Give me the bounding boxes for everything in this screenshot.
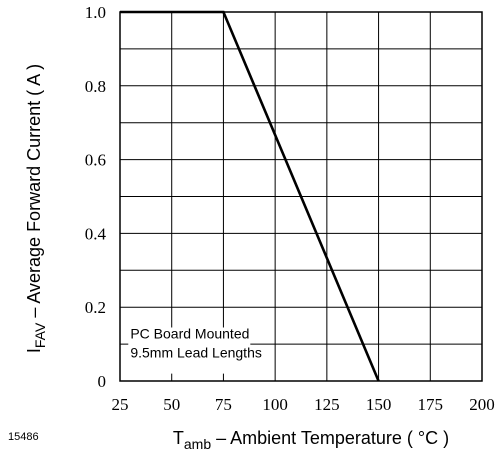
x-tick-label: 150 — [366, 395, 392, 414]
x-tick-label: 200 — [469, 395, 495, 414]
y-tick-label: 0.8 — [85, 77, 106, 96]
y-tick-label: 0 — [98, 372, 107, 391]
annotation-line: PC Board Mounted — [130, 326, 249, 342]
x-tick-label: 50 — [163, 395, 180, 414]
plot-border — [119, 11, 483, 382]
y-tick-label: 0.6 — [85, 151, 106, 170]
figure-number: 15486 — [8, 431, 39, 443]
y-tick-label: 0.2 — [85, 298, 106, 317]
y-tick-label: 1.0 — [85, 3, 106, 22]
x-tick-label: 125 — [314, 395, 340, 414]
y-tick-label: 0.4 — [85, 224, 107, 243]
y-axis-label: IFAV – Average Forward Current ( A ) — [24, 64, 48, 353]
x-tick-label: 175 — [418, 395, 444, 414]
annotation: PC Board Mounted 9.5mm Lead Lengths — [128, 326, 262, 374]
x-tick-label: 25 — [112, 395, 129, 414]
annotation-box — [128, 327, 251, 374]
labels: 25 50 75 100 125 150 175 200 0 0.2 0.4 0.6 0.8 1.0 Tam… — [8, 3, 495, 452]
x-axis-label: Tamb – Ambient Temperature ( °C ) — [173, 428, 449, 452]
axes — [119, 11, 483, 382]
x-tick-label: 75 — [215, 395, 232, 414]
annotation-line: 9.5mm Lead Lengths — [130, 345, 262, 361]
x-tick-label: 100 — [262, 395, 288, 414]
